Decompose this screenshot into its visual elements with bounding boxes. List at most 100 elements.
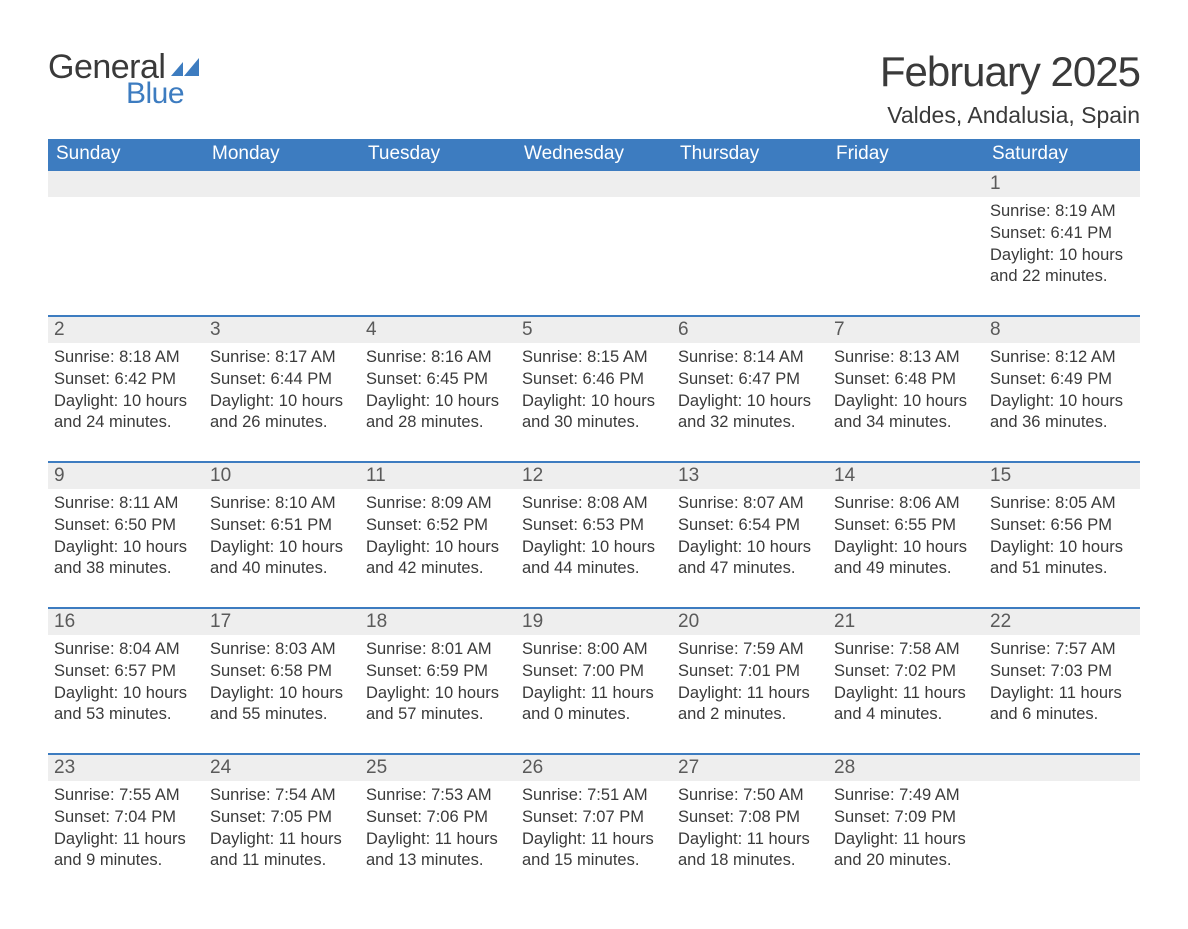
day-cell: Sunrise: 8:05 AMSunset: 6:56 PMDaylight:… (984, 489, 1140, 589)
logo-blue-text: Blue (126, 77, 184, 111)
sunrise-text: Sunrise: 8:01 AM (366, 639, 508, 661)
day2-text: and 57 minutes. (366, 704, 508, 726)
day1-text: Daylight: 10 hours (678, 391, 820, 413)
day-cell (828, 197, 984, 297)
sunrise-text: Sunrise: 7:51 AM (522, 785, 664, 807)
day-number: 12 (516, 463, 672, 489)
sunset-text: Sunset: 7:00 PM (522, 661, 664, 683)
day-number: 5 (516, 317, 672, 343)
sunset-text: Sunset: 6:48 PM (834, 369, 976, 391)
sunrise-text: Sunrise: 8:09 AM (366, 493, 508, 515)
sunset-text: Sunset: 7:05 PM (210, 807, 352, 829)
sunrise-text: Sunrise: 7:59 AM (678, 639, 820, 661)
day2-text: and 40 minutes. (210, 558, 352, 580)
dow-friday: Friday (828, 139, 984, 171)
day1-text: Daylight: 10 hours (366, 537, 508, 559)
day-number: 14 (828, 463, 984, 489)
day1-text: Daylight: 10 hours (210, 391, 352, 413)
daynum-strip: 16171819202122 (48, 609, 1140, 635)
day-number: 19 (516, 609, 672, 635)
sunrise-text: Sunrise: 7:53 AM (366, 785, 508, 807)
day2-text: and 49 minutes. (834, 558, 976, 580)
day-cell (48, 197, 204, 297)
day2-text: and 24 minutes. (54, 412, 196, 434)
week-row: 16171819202122Sunrise: 8:04 AMSunset: 6:… (48, 607, 1140, 735)
day1-text: Daylight: 10 hours (990, 245, 1132, 267)
day2-text: and 22 minutes. (990, 266, 1132, 288)
day-cell: Sunrise: 8:16 AMSunset: 6:45 PMDaylight:… (360, 343, 516, 443)
sunset-text: Sunset: 6:51 PM (210, 515, 352, 537)
day1-text: Daylight: 10 hours (990, 391, 1132, 413)
day1-text: Daylight: 11 hours (522, 829, 664, 851)
day-cell (516, 197, 672, 297)
day-number (48, 171, 204, 197)
day-number (516, 171, 672, 197)
sunrise-text: Sunrise: 8:14 AM (678, 347, 820, 369)
location: Valdes, Andalusia, Spain (880, 102, 1140, 129)
day-cell: Sunrise: 8:08 AMSunset: 6:53 PMDaylight:… (516, 489, 672, 589)
day-number (984, 755, 1140, 781)
day-number: 8 (984, 317, 1140, 343)
day2-text: and 20 minutes. (834, 850, 976, 872)
day2-text: and 6 minutes. (990, 704, 1132, 726)
day1-text: Daylight: 10 hours (990, 537, 1132, 559)
day-cell: Sunrise: 8:14 AMSunset: 6:47 PMDaylight:… (672, 343, 828, 443)
day1-text: Daylight: 10 hours (834, 537, 976, 559)
day-cell: Sunrise: 8:15 AMSunset: 6:46 PMDaylight:… (516, 343, 672, 443)
dow-sunday: Sunday (48, 139, 204, 171)
day1-text: Daylight: 10 hours (54, 391, 196, 413)
day1-text: Daylight: 10 hours (210, 537, 352, 559)
sunrise-text: Sunrise: 8:06 AM (834, 493, 976, 515)
day2-text: and 0 minutes. (522, 704, 664, 726)
sunrise-text: Sunrise: 8:19 AM (990, 201, 1132, 223)
day-cell: Sunrise: 8:06 AMSunset: 6:55 PMDaylight:… (828, 489, 984, 589)
sunset-text: Sunset: 7:02 PM (834, 661, 976, 683)
day-number: 18 (360, 609, 516, 635)
sunrise-text: Sunrise: 8:04 AM (54, 639, 196, 661)
sunset-text: Sunset: 6:54 PM (678, 515, 820, 537)
day2-text: and 38 minutes. (54, 558, 196, 580)
sunset-text: Sunset: 7:08 PM (678, 807, 820, 829)
day2-text: and 28 minutes. (366, 412, 508, 434)
day1-text: Daylight: 10 hours (522, 391, 664, 413)
day1-text: Daylight: 11 hours (366, 829, 508, 851)
sunrise-text: Sunrise: 8:11 AM (54, 493, 196, 515)
day-number (828, 171, 984, 197)
day-cell: Sunrise: 8:12 AMSunset: 6:49 PMDaylight:… (984, 343, 1140, 443)
day-number: 27 (672, 755, 828, 781)
sunset-text: Sunset: 6:44 PM (210, 369, 352, 391)
dow-monday: Monday (204, 139, 360, 171)
logo: General Blue (48, 48, 199, 111)
day1-text: Daylight: 10 hours (834, 391, 976, 413)
week-row: 9101112131415Sunrise: 8:11 AMSunset: 6:5… (48, 461, 1140, 589)
day2-text: and 32 minutes. (678, 412, 820, 434)
week-row: 1Sunrise: 8:19 AMSunset: 6:41 PMDaylight… (48, 171, 1140, 297)
day-cell: Sunrise: 7:50 AMSunset: 7:08 PMDaylight:… (672, 781, 828, 881)
header: General Blue February 2025 Valdes, Andal… (48, 48, 1140, 129)
sunset-text: Sunset: 7:04 PM (54, 807, 196, 829)
sunset-text: Sunset: 7:01 PM (678, 661, 820, 683)
day-number: 1 (984, 171, 1140, 197)
day1-text: Daylight: 10 hours (366, 391, 508, 413)
day1-text: Daylight: 11 hours (522, 683, 664, 705)
day-number: 13 (672, 463, 828, 489)
day-number: 24 (204, 755, 360, 781)
day-number: 9 (48, 463, 204, 489)
week-row: 2345678Sunrise: 8:18 AMSunset: 6:42 PMDa… (48, 315, 1140, 443)
day1-text: Daylight: 11 hours (678, 683, 820, 705)
day-cell: Sunrise: 8:19 AMSunset: 6:41 PMDaylight:… (984, 197, 1140, 297)
sunrise-text: Sunrise: 7:50 AM (678, 785, 820, 807)
title-block: February 2025 Valdes, Andalusia, Spain (880, 48, 1140, 129)
day-cell: Sunrise: 8:11 AMSunset: 6:50 PMDaylight:… (48, 489, 204, 589)
day-number: 15 (984, 463, 1140, 489)
day1-text: Daylight: 10 hours (522, 537, 664, 559)
sunrise-text: Sunrise: 8:16 AM (366, 347, 508, 369)
day2-text: and 15 minutes. (522, 850, 664, 872)
flag-icon (171, 58, 199, 78)
day-number: 16 (48, 609, 204, 635)
day-cell: Sunrise: 7:59 AMSunset: 7:01 PMDaylight:… (672, 635, 828, 735)
sunrise-text: Sunrise: 8:18 AM (54, 347, 196, 369)
sunrise-text: Sunrise: 7:49 AM (834, 785, 976, 807)
day1-text: Daylight: 11 hours (54, 829, 196, 851)
day-cell: Sunrise: 7:58 AMSunset: 7:02 PMDaylight:… (828, 635, 984, 735)
